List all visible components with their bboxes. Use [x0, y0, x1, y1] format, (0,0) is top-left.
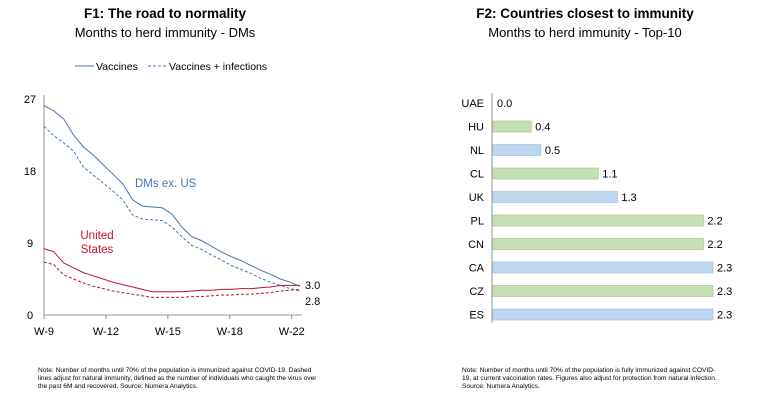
series-line-0: [43, 104, 301, 287]
category-label: NL: [470, 145, 484, 157]
bar: [492, 144, 542, 156]
right-chart-note: Note: Number of months until 70% of the …: [462, 367, 717, 390]
legend-label-vaccines-infections: Vaccines + infections: [169, 61, 267, 73]
x-tick-label: W-18: [217, 326, 243, 338]
bar: [492, 191, 618, 203]
category-label: PL: [471, 216, 484, 228]
bar: [492, 285, 714, 297]
y-tick-label: 27: [24, 94, 36, 106]
bar-value-label: 2.2: [707, 239, 722, 251]
series-line-2: [43, 248, 300, 293]
category-label: ES: [469, 310, 484, 322]
left-chart-title: F1: The road to normality: [83, 6, 246, 21]
bar: [492, 261, 714, 274]
bar: [492, 238, 704, 250]
bar: [492, 308, 714, 321]
bar-value-label: 2.3: [717, 310, 732, 322]
bar-value-label: 2.3: [717, 286, 732, 298]
category-label: CA: [469, 263, 485, 275]
bar-value-label: 2.2: [707, 216, 722, 228]
category-label: UK: [469, 192, 485, 204]
left-chart-note: Note: Number of months until 70% of the …: [38, 367, 317, 390]
series-line-3: [43, 261, 301, 298]
bar: [492, 167, 599, 180]
annotation-us-line2: States: [81, 244, 114, 256]
y-tick-label: 18: [24, 166, 36, 178]
category-label: CN: [468, 239, 484, 251]
bar-value-label: 0.0: [497, 98, 512, 110]
x-tick-label: W-15: [155, 326, 181, 338]
y-tick-label: 0: [27, 310, 33, 322]
x-tick-label: W-22: [279, 326, 305, 338]
left-chart-subtitle: Months to herd immunity - DMs: [74, 25, 256, 40]
bar-value-label: 1.3: [621, 192, 636, 204]
bar: [492, 214, 704, 227]
annotation-us-line1: United: [80, 230, 113, 242]
bar-value-label: 1.1: [602, 169, 617, 181]
right-bar-chart: UAE 0.0 HU 0.4 NL 0.5 CL 1.1 UK 1.3 PL 2.2 CN 2.2 CA 2.…: [461, 93, 732, 323]
x-tick-label: W-9: [34, 326, 54, 338]
series-line-1: [43, 125, 301, 292]
bar-value-label: 2.3: [717, 263, 732, 275]
category-label: CL: [470, 169, 484, 181]
right-chart-subtitle: Months to herd immunity - Top-10: [488, 25, 682, 40]
category-label: UAE: [461, 98, 484, 110]
bar-value-label: 0.5: [545, 145, 560, 157]
right-chart-title: F2: Countries closest to immunity: [476, 6, 694, 21]
category-label: CZ: [469, 286, 484, 298]
end-label-vaccines: 3.0: [305, 280, 320, 292]
x-tick-label: W-12: [93, 326, 119, 338]
bar-value-label: 0.4: [535, 122, 550, 134]
annotation-dms-ex-us: DMs ex. US: [135, 178, 197, 190]
category-label: HU: [468, 122, 484, 134]
bar: [492, 120, 532, 133]
y-tick-label: 9: [27, 238, 33, 250]
legend-label-vaccines: Vaccines: [96, 61, 138, 73]
left-line-chart: 0 9 18 27 W-9 W-12 W-15 W-18 W-22 Vaccines Vaccine…: [24, 61, 320, 338]
end-label-infections: 2.8: [305, 296, 320, 308]
